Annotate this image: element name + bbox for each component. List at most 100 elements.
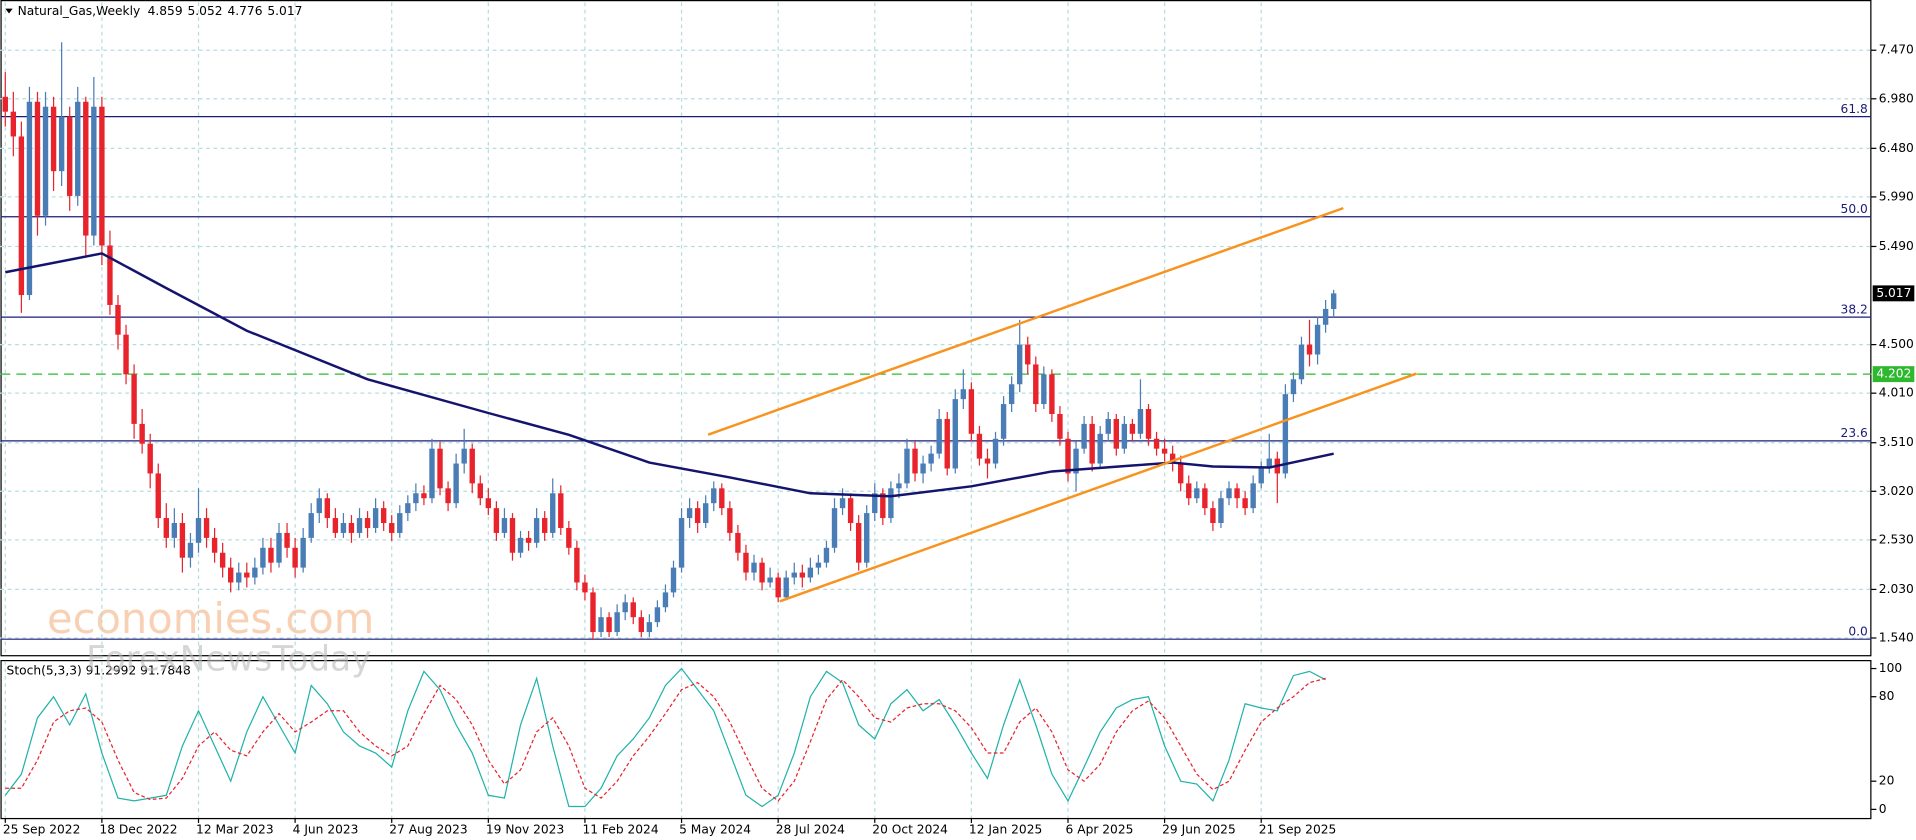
candle-body xyxy=(364,518,371,528)
candle-body xyxy=(807,567,814,578)
y-tick-label: 7.470 xyxy=(1879,43,1914,57)
candle-body xyxy=(992,438,999,464)
candle-body xyxy=(1242,498,1248,509)
x-tick-label: 18 Dec 2022 xyxy=(99,823,177,837)
support-price-box xyxy=(1872,366,1915,383)
candle-body xyxy=(968,389,975,434)
candle-body xyxy=(2,96,8,112)
candle-body xyxy=(501,518,508,533)
stoch-k-line xyxy=(4,667,1326,808)
fib-label: 50.0 xyxy=(1841,202,1868,216)
candle-body xyxy=(799,572,806,578)
candle-body xyxy=(1041,374,1047,405)
y-tick-label: 3.020 xyxy=(1879,484,1914,498)
candle-body xyxy=(1226,488,1232,499)
candle-body xyxy=(429,448,435,499)
y-tick-label: 20 xyxy=(1879,774,1895,788)
fib-label: 23.6 xyxy=(1841,426,1868,440)
candle-body xyxy=(115,304,121,335)
candle-body xyxy=(703,503,709,524)
candle-body xyxy=(735,532,741,553)
candle-body xyxy=(1033,364,1039,405)
candle-body xyxy=(976,433,983,459)
candle-body xyxy=(791,572,797,578)
candle-body xyxy=(1322,308,1329,325)
candle-body xyxy=(1298,344,1305,380)
candle-body xyxy=(1202,488,1208,509)
x-tick-label: 11 Feb 2024 xyxy=(582,823,658,837)
candle-body xyxy=(1169,453,1176,464)
candle-body xyxy=(533,518,540,543)
candle-body xyxy=(928,453,934,464)
candle-body xyxy=(380,508,387,524)
candle-body xyxy=(461,448,467,464)
candle-body xyxy=(541,518,548,533)
candle-body xyxy=(316,498,322,514)
y-tick-label: 2.530 xyxy=(1879,532,1914,546)
candle-body xyxy=(614,612,620,633)
candle-body xyxy=(606,617,612,633)
candle-body xyxy=(823,547,830,563)
candle-body xyxy=(99,106,105,246)
candle-body xyxy=(123,334,129,375)
candle-body xyxy=(550,493,556,533)
candle-body xyxy=(66,116,73,196)
candle-body xyxy=(91,106,97,236)
candle-body xyxy=(324,498,331,519)
candle-body xyxy=(912,448,918,474)
x-tick-label: 21 Sep 2025 xyxy=(1259,823,1337,837)
candle-body xyxy=(960,389,967,400)
candle-body xyxy=(831,508,838,548)
main-pane-border xyxy=(0,0,1872,657)
candle-body xyxy=(469,448,475,484)
y-tick-label: 5.990 xyxy=(1879,189,1914,203)
candle-body xyxy=(1330,293,1337,310)
menu-arrow[interactable] xyxy=(5,8,13,14)
candle-body xyxy=(1194,488,1200,499)
y-tick-label: 6.480 xyxy=(1879,141,1914,155)
candle-body xyxy=(1121,423,1128,449)
x-tick-label: 12 Jan 2025 xyxy=(969,823,1042,837)
candle-body xyxy=(26,101,33,296)
symbol: Natural_Gas,Weekly xyxy=(18,4,141,18)
watermark: ForexNewsToday xyxy=(86,640,371,680)
candle-body xyxy=(936,418,942,454)
candle-body xyxy=(525,537,532,543)
candle-body xyxy=(598,617,604,633)
candle-body xyxy=(727,508,733,533)
candle-body xyxy=(880,493,886,519)
candle-body xyxy=(493,508,500,533)
y-tick-label: 3.510 xyxy=(1879,435,1914,449)
candle-body xyxy=(453,463,459,504)
chart-header: Natural_Gas,Weekly 4.859 5.052 4.776 5.017 xyxy=(18,4,303,18)
fib-label: 0.0 xyxy=(1848,624,1867,638)
candle-body xyxy=(445,488,451,504)
candle-body xyxy=(131,374,137,424)
candle-body xyxy=(686,508,693,519)
candle-body xyxy=(1258,468,1264,484)
stoch-d-line xyxy=(5,677,1326,802)
candle-body xyxy=(751,562,757,573)
candle-body xyxy=(228,567,234,583)
candle-body xyxy=(896,483,902,489)
candle-body xyxy=(1016,344,1023,385)
candle-body xyxy=(332,518,339,533)
candle-body xyxy=(920,463,926,474)
candle-body xyxy=(1000,404,1007,439)
candle-body xyxy=(1290,379,1297,395)
candle-body xyxy=(904,448,910,484)
candle-body xyxy=(1081,423,1087,449)
candle-body xyxy=(1266,458,1272,469)
candle-body xyxy=(171,523,178,538)
candle-body xyxy=(654,607,661,623)
candle-body xyxy=(340,523,347,533)
candle-body xyxy=(864,513,870,563)
candle-body xyxy=(1153,438,1160,449)
moving-average xyxy=(5,252,1334,498)
high-value: 5.052 xyxy=(188,4,223,18)
candle-body xyxy=(421,493,427,499)
fib-label: 61.8 xyxy=(1841,102,1868,116)
x-tick-label: 6 Apr 2025 xyxy=(1066,823,1134,837)
candle-body xyxy=(944,418,950,469)
candle-body xyxy=(83,101,89,236)
